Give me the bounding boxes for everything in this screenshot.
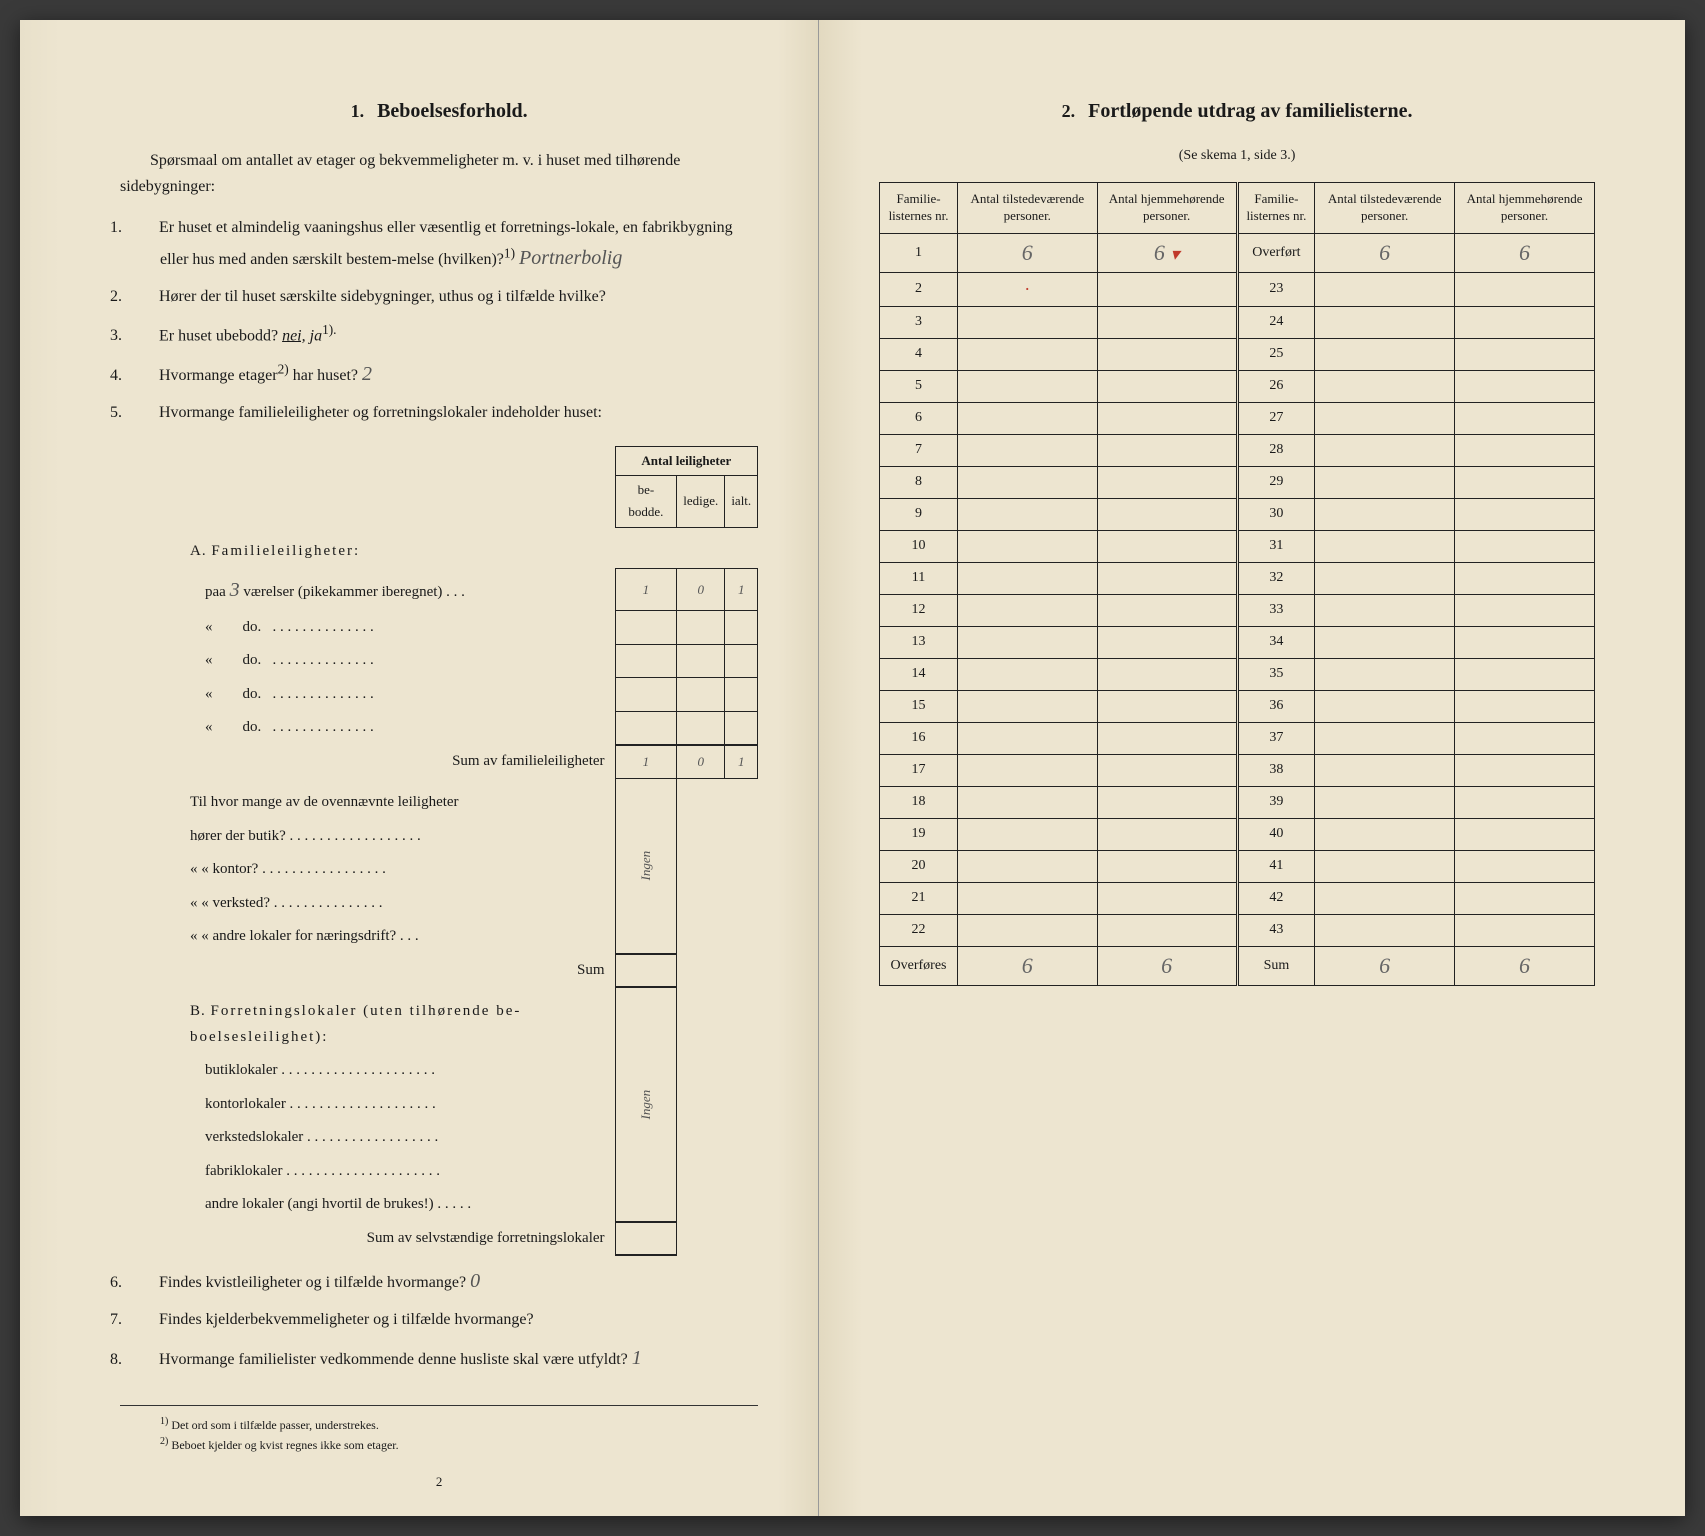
table-row: 324 bbox=[880, 306, 1595, 338]
question-4: 4. Hvormange etager2) har huset? 2 bbox=[120, 357, 758, 391]
table-row: 1738 bbox=[880, 754, 1595, 786]
page-number-left: 2 bbox=[120, 1474, 758, 1490]
right-page: 2. Fortløpende utdrag av familielisterne… bbox=[819, 20, 1685, 1516]
question-6: 6. Findes kvistleiligheter og i tilfælde… bbox=[120, 1264, 758, 1298]
question-list: 1. Er huset et almindelig vaaningshus el… bbox=[120, 214, 758, 1375]
question-5: 5. Hvormange familieleiligheter og forre… bbox=[120, 399, 758, 1256]
overfores-a: 6 bbox=[957, 946, 1097, 985]
table-row: 1940 bbox=[880, 818, 1595, 850]
table-row: 1536 bbox=[880, 690, 1595, 722]
table-row: 1132 bbox=[880, 562, 1595, 594]
sum-a: 6 bbox=[1315, 946, 1455, 985]
table-row: 2142 bbox=[880, 882, 1595, 914]
question-7: 7. Findes kjelderbekvemmeligheter og i t… bbox=[120, 1306, 758, 1333]
totals-row: Overføres 6 6 Sum 6 6 bbox=[880, 946, 1595, 985]
footnote-1: 1) Det ord som i tilfælde passer, unders… bbox=[160, 1414, 758, 1434]
col-header-5: Antal tilstedeværende personer. bbox=[1315, 183, 1455, 234]
left-section-title-text: Beboelsesforhold. bbox=[377, 100, 528, 122]
question-8: 8. Hvormange familielister vedkommende d… bbox=[120, 1341, 758, 1375]
table-row: 2243 bbox=[880, 914, 1595, 946]
question-1: 1. Er huset et almindelig vaaningshus el… bbox=[120, 214, 758, 275]
col-header-6: Antal hjemmehørende personer. bbox=[1455, 183, 1595, 234]
table-row: 2·23 bbox=[880, 272, 1595, 306]
right-section-title-text: Fortløpende utdrag av familielisterne. bbox=[1088, 100, 1412, 122]
overfores-label: Overføres bbox=[880, 946, 958, 985]
table-row: 1031 bbox=[880, 530, 1595, 562]
table-row: 1233 bbox=[880, 594, 1595, 626]
family-table: Familie-listernes nr. Antal tilstedevære… bbox=[879, 182, 1595, 986]
overfores-b: 6 bbox=[1097, 946, 1237, 985]
footnote-2: 2) Beboet kjelder og kvist regnes ikke s… bbox=[160, 1434, 758, 1454]
intro-paragraph: Spørsmaal om antallet av etager og bekve… bbox=[120, 148, 758, 199]
col-header-4: Familie-listernes nr. bbox=[1237, 183, 1315, 234]
table-row: 1334 bbox=[880, 626, 1595, 658]
col-header-1: Familie-listernes nr. bbox=[880, 183, 958, 234]
q4-answer: 2 bbox=[362, 363, 372, 385]
q6-answer: 0 bbox=[470, 1270, 480, 1292]
table-row: 930 bbox=[880, 498, 1595, 530]
col-header-3: Antal hjemmehørende personer. bbox=[1097, 183, 1237, 234]
table-row: 627 bbox=[880, 402, 1595, 434]
table-row: 2041 bbox=[880, 850, 1595, 882]
table-row: 728 bbox=[880, 434, 1595, 466]
q1-answer: Portnerbolig bbox=[519, 247, 622, 269]
sum-label: Sum bbox=[1237, 946, 1315, 985]
family-table-body: 166 ▾Overført662·23324425526627728829930… bbox=[880, 233, 1595, 946]
table-row: 1637 bbox=[880, 722, 1595, 754]
table-row: 829 bbox=[880, 466, 1595, 498]
leilighet-table: Antal leiligheter be-bodde. ledige. ialt… bbox=[190, 446, 758, 1256]
table-row: 166 ▾Overført66 bbox=[880, 233, 1595, 272]
sum-b: 6 bbox=[1455, 946, 1595, 985]
q8-answer: 1 bbox=[632, 1347, 642, 1369]
table-row: 1435 bbox=[880, 658, 1595, 690]
question-3: 3. Er huset ubebodd? nei, ja1). bbox=[120, 319, 758, 350]
right-section-number: 2. bbox=[1062, 101, 1076, 121]
right-subtitle: (Se skema 1, side 3.) bbox=[879, 148, 1595, 164]
left-section-number: 1. bbox=[351, 101, 365, 121]
left-section-title: 1. Beboelsesforhold. bbox=[120, 100, 758, 123]
footnotes: 1) Det ord som i tilfælde passer, unders… bbox=[120, 1405, 758, 1454]
right-section-title: 2. Fortløpende utdrag av familielisterne… bbox=[879, 100, 1595, 123]
table-row: 425 bbox=[880, 338, 1595, 370]
table-row: 1839 bbox=[880, 786, 1595, 818]
table-row: 526 bbox=[880, 370, 1595, 402]
col-header-2: Antal tilstedeværende personer. bbox=[957, 183, 1097, 234]
document-spread: 1. Beboelsesforhold. Spørsmaal om antall… bbox=[20, 20, 1685, 1516]
question-2: 2. Hører der til huset særskilte sidebyg… bbox=[120, 283, 758, 310]
left-page: 1. Beboelsesforhold. Spørsmaal om antall… bbox=[20, 20, 819, 1516]
